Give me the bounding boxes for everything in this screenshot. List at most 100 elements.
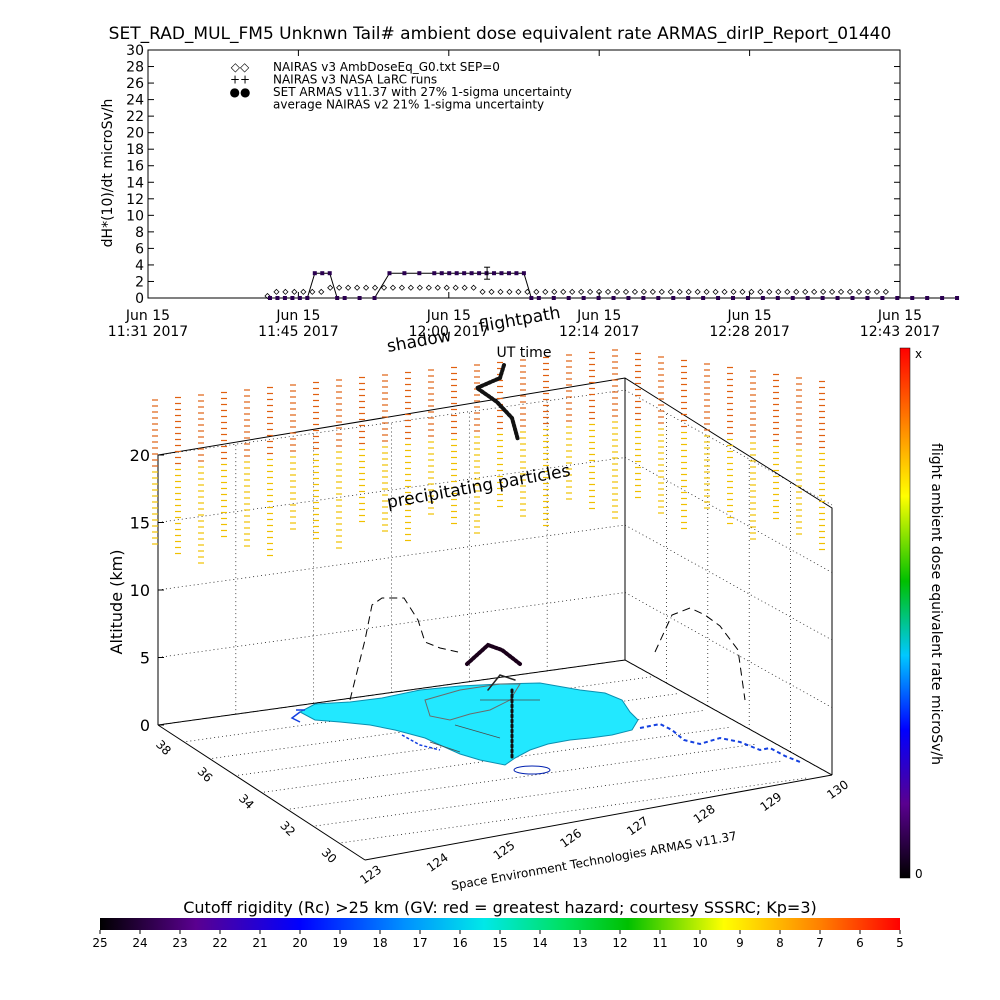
- armas-marker: [820, 296, 825, 300]
- annotation-flightpath: flightpath: [477, 303, 562, 337]
- grid-line-floor: [183, 676, 651, 743]
- nairas-marker: [506, 288, 513, 295]
- armas-marker: [940, 296, 945, 300]
- rigidity-tick-label: 24: [132, 936, 147, 950]
- grid-line-altitude-left: [157, 524, 626, 591]
- latitude-tick-label: 36: [195, 764, 216, 785]
- armas-marker: [469, 271, 474, 276]
- y-tick-label: 12: [126, 192, 144, 208]
- dose-colorbar: x 0 flight ambient dose equivalent rate …: [899, 347, 944, 881]
- nairas-marker: [658, 288, 665, 295]
- armas-marker: [521, 271, 526, 276]
- nairas-marker: [542, 288, 549, 295]
- rigidity-colorbar-title: Cutoff rigidity (Rc) >25 km (GV: red = g…: [183, 898, 817, 917]
- rigidity-tick-label: 12: [612, 936, 627, 950]
- legend-label: average NAIRAS v2 21% 1-sigma uncertaint…: [273, 98, 544, 112]
- y-tick-label: 6: [135, 241, 144, 257]
- altitude-axis-label: Altitude (km): [107, 550, 126, 655]
- nairas-marker: [802, 288, 809, 295]
- armas-marker: [805, 296, 810, 300]
- legend-symbol: ◇◇: [231, 60, 250, 74]
- nairas-marker: [596, 288, 603, 295]
- armas-marker: [454, 271, 459, 276]
- legend-symbol: ●●: [230, 85, 251, 99]
- nairas-marker: [389, 284, 397, 291]
- armas-marker: [760, 296, 765, 300]
- nairas-marker: [470, 284, 477, 291]
- legend-label: SET ARMAS v11.37 with 27% 1-sigma uncert…: [273, 85, 572, 99]
- armas-marker: [372, 296, 377, 300]
- nairas-marker: [721, 288, 728, 295]
- armas-marker: [439, 271, 444, 276]
- armas-marker: [895, 296, 900, 300]
- armas-marker: [492, 271, 497, 276]
- x-tick-label-time: 11:45 2017: [258, 324, 338, 340]
- rigidity-colorbar-ticks: 25 24 23 22 21 20 19 18 17 16 15 14 13 12 11 10 9 8 7 6 5: [92, 930, 904, 950]
- nairas-marker: [855, 288, 863, 295]
- armas-marker: [447, 271, 452, 276]
- nairas-marker: [336, 284, 343, 291]
- armas-marker: [955, 296, 960, 300]
- longitude-tick-label: 130: [824, 777, 851, 802]
- nairas-marker: [309, 288, 316, 295]
- rigidity-tick-label: 8: [776, 936, 784, 950]
- grid-line-altitude-right: [624, 457, 833, 573]
- nairas-marker: [739, 288, 746, 295]
- x-tick-label-time: 12:14 2017: [559, 324, 639, 340]
- nairas-marker: [685, 288, 692, 295]
- x-tick-label-date: Jun 15: [125, 308, 170, 324]
- y-tick-label: 28: [126, 60, 144, 76]
- flightpath-track: [465, 363, 522, 762]
- nairas-marker: [354, 284, 361, 291]
- armas-marker: [335, 296, 340, 300]
- armas-marker: [275, 296, 280, 300]
- rigidity-tick-label: 9: [736, 936, 744, 950]
- rigidity-tick-label: 23: [172, 936, 187, 950]
- nairas-marker: [613, 288, 621, 295]
- nairas-marker: [649, 288, 656, 295]
- rigidity-tick-label: 17: [412, 936, 427, 950]
- armas-marker: [477, 271, 482, 276]
- latitude-tick-label: 38: [153, 737, 174, 758]
- nairas-marker: [434, 284, 441, 291]
- longitude-tick-label: 126: [557, 826, 584, 851]
- island-outline: [513, 765, 551, 775]
- altitude-tick-label: 20: [130, 446, 150, 465]
- timeseries-frame: [147, 49, 901, 299]
- rigidity-tick-label: 5: [896, 936, 904, 950]
- y-tick-label: 30: [126, 43, 144, 59]
- armas-marker: [686, 296, 691, 300]
- armas-marker: [320, 271, 325, 276]
- armas-marker: [716, 296, 721, 300]
- armas-marker: [432, 271, 437, 276]
- timeseries-series: [264, 266, 960, 300]
- grid-line-floor: [209, 693, 677, 760]
- nairas-marker: [273, 288, 280, 295]
- armas-marker: [835, 296, 840, 300]
- armas-marker: [267, 296, 272, 300]
- rigidity-tick-label: 10: [692, 936, 707, 950]
- longitude-tick-label: 127: [624, 814, 651, 839]
- armas-series-line: [269, 272, 958, 299]
- x-tick-label-date: Jun 15: [275, 308, 320, 324]
- x-tick-label-date: Jun 15: [576, 308, 621, 324]
- rigidity-tick-label: 16: [452, 936, 467, 950]
- nairas-marker: [873, 288, 880, 295]
- armas-marker: [536, 296, 541, 300]
- armas-marker: [611, 296, 616, 300]
- armas-marker: [357, 296, 362, 300]
- x-tick-label-date: Jun 15: [727, 308, 772, 324]
- y-tick-label: 10: [126, 208, 144, 224]
- longitude-tick-label: 124: [424, 850, 451, 875]
- armas-marker: [462, 271, 467, 276]
- nairas-marker: [300, 288, 307, 295]
- nairas-marker: [327, 284, 334, 291]
- nairas-marker: [551, 288, 558, 295]
- armas-marker: [290, 296, 295, 300]
- flightpath-shadow-right: [654, 607, 746, 701]
- nairas-marker: [479, 288, 486, 295]
- nairas-marker: [363, 284, 370, 291]
- nairas-marker: [282, 288, 289, 295]
- y-tick-label: 20: [126, 126, 144, 142]
